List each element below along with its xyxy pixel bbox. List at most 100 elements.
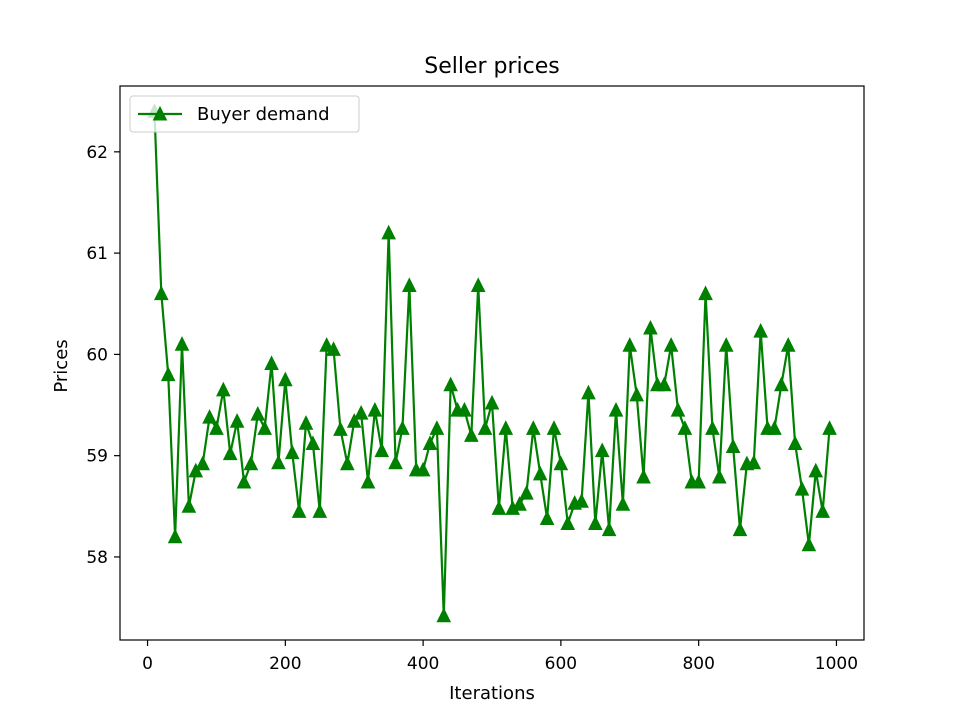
legend-marker-triangle [152,105,168,121]
x-axis-label: Iterations [449,683,535,704]
data-point-marker [526,420,541,435]
data-point-marker [160,366,176,382]
data-point-marker [560,515,576,531]
y-tick-label: 59 [86,447,108,467]
data-point-marker [808,462,824,478]
data-point-marker [174,336,190,351]
data-point-marker [601,521,617,537]
data-point-marker [181,498,197,513]
legend-entry-buyer-demand: Buyer demand [197,104,330,125]
data-point-marker [594,442,610,458]
data-point-marker [346,413,362,428]
legend-box [129,95,360,133]
data-point-marker [319,337,334,352]
data-point-marker [250,406,266,421]
data-point-marker [546,420,562,435]
data-point-marker [236,473,252,489]
data-point-marker [443,376,458,392]
data-point-marker [298,415,314,430]
data-point-marker [326,341,341,356]
data-point-marker [470,277,486,293]
data-point-marker [381,224,396,240]
data-point-marker [725,438,741,454]
data-point-marker [388,454,403,470]
data-point-marker [415,461,431,477]
data-point-marker [705,420,720,435]
data-point-marker [815,503,830,518]
data-point-marker [367,401,383,417]
x-tick-label: 1000 [815,654,858,674]
data-point-marker [780,337,796,352]
x-tick-label: 600 [545,654,577,674]
data-point-marker [574,493,589,508]
data-point-marker [264,355,279,371]
data-point-marker [774,376,789,392]
x-tick-label: 400 [407,654,439,674]
data-point-marker [360,473,376,489]
data-point-marker [429,420,445,435]
data-point-marker [732,521,748,537]
x-tick-label: 800 [682,654,714,674]
y-axis: 58 59 60 61 62 [86,143,120,568]
data-point-marker [491,500,507,515]
data-point-marker [333,421,348,436]
data-point-marker [718,337,734,352]
data-point-marker [712,468,727,484]
data-point-marker [202,409,217,424]
data-point-marker [154,285,169,301]
axes-frame [119,85,865,641]
data-point-marker [615,496,631,511]
data-point-marker [291,503,307,518]
data-point-marker [188,462,204,478]
data-point-marker [532,465,548,481]
chart-title: Seller prices [424,54,560,79]
data-point-marker [278,371,293,387]
data-point-marker [457,401,472,417]
data-point-marker [691,473,706,489]
data-point-marker [787,435,803,451]
data-point-marker [801,536,817,552]
y-tick-label: 60 [86,345,108,365]
series-line-buyer-demand [153,111,831,617]
data-point-marker [271,454,286,470]
legend: Buyer demand [129,95,360,133]
data-point-marker [512,496,527,511]
y-tick-label: 58 [86,548,108,568]
data-point-marker [484,394,500,410]
data-point-marker [746,454,762,470]
data-point-marker [822,420,837,435]
data-point-marker [353,405,369,420]
data-point-marker [243,455,259,471]
data-point-marker [608,401,624,417]
data-point-marker [216,381,231,397]
data-point-marker [622,337,638,352]
data-point-marker [643,319,658,335]
y-tick-label: 61 [86,244,108,264]
data-point-marker [767,420,782,435]
data-point-marker [312,503,328,518]
data-point-marker [677,420,693,435]
data-point-marker [229,413,245,428]
plot-area [147,103,837,623]
data-point-marker [222,445,238,461]
data-point-marker [553,455,569,471]
data-point-marker [257,420,272,435]
data-point-marker [340,455,355,471]
data-point-marker [753,322,768,338]
data-point-marker [498,420,514,435]
data-point-marker [209,420,224,435]
data-point-marker [636,468,651,484]
data-point-marker [698,285,713,301]
data-point-marker [374,442,390,458]
y-tick-label: 62 [86,143,108,163]
data-point-marker [588,515,603,531]
data-point-marker [395,420,410,435]
x-tick-label: 200 [269,654,301,674]
data-point-marker [656,376,672,392]
data-point-marker [629,386,644,402]
data-point-marker [305,435,321,451]
x-tick-label: 0 [142,654,153,674]
data-point-marker [581,384,596,400]
data-point-marker [436,607,452,623]
data-point-marker [422,435,438,451]
